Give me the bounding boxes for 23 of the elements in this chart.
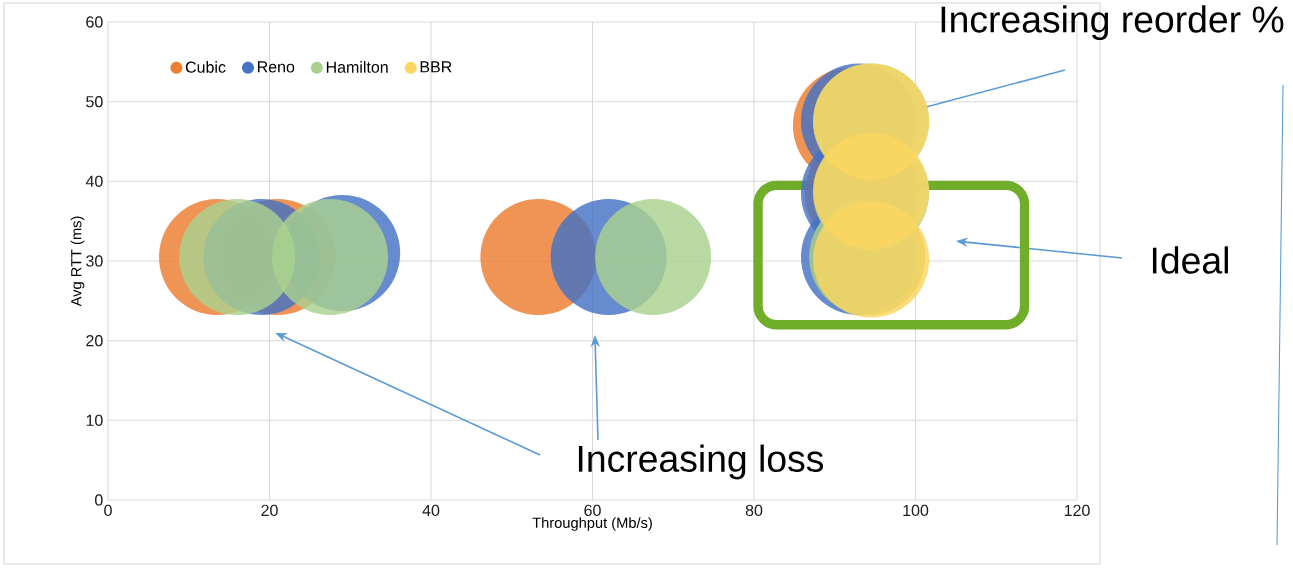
y-tick-label: 10 [86, 414, 103, 426]
annotation: Increasing loss [578, 444, 824, 480]
x-tick-label: 80 [745, 504, 763, 517]
text: Ideal [1152, 246, 1228, 274]
x-axis-title: Throughput (Mb/s) [532, 517, 652, 531]
y-tick-label: 0 [95, 494, 103, 506]
x-tick-label: 100 [903, 504, 929, 517]
x-tick-label: 0 [104, 504, 112, 517]
legend-label: BBR [420, 61, 452, 73]
legend-label: Hamilton [326, 61, 388, 73]
y-tick-label: 60 [86, 16, 103, 28]
x-tick-label: 120 [1064, 504, 1090, 517]
y-axis-title: Avg RTT (ms) [70, 216, 85, 307]
y-tick-label: 40 [85, 175, 103, 187]
legend-label: Cubic [185, 61, 226, 73]
x-tick-label: 20 [261, 504, 278, 517]
y-tick-label: 50 [86, 96, 103, 108]
legend-label: Reno [257, 61, 295, 73]
annotation: Increasing reorder % [941, 5, 1284, 41]
y-tick-label: 30 [86, 255, 103, 267]
x-tick-label: 60 [584, 504, 601, 517]
x-tick-label: 40 [422, 504, 440, 517]
y-tick-label: 20 [86, 335, 103, 347]
